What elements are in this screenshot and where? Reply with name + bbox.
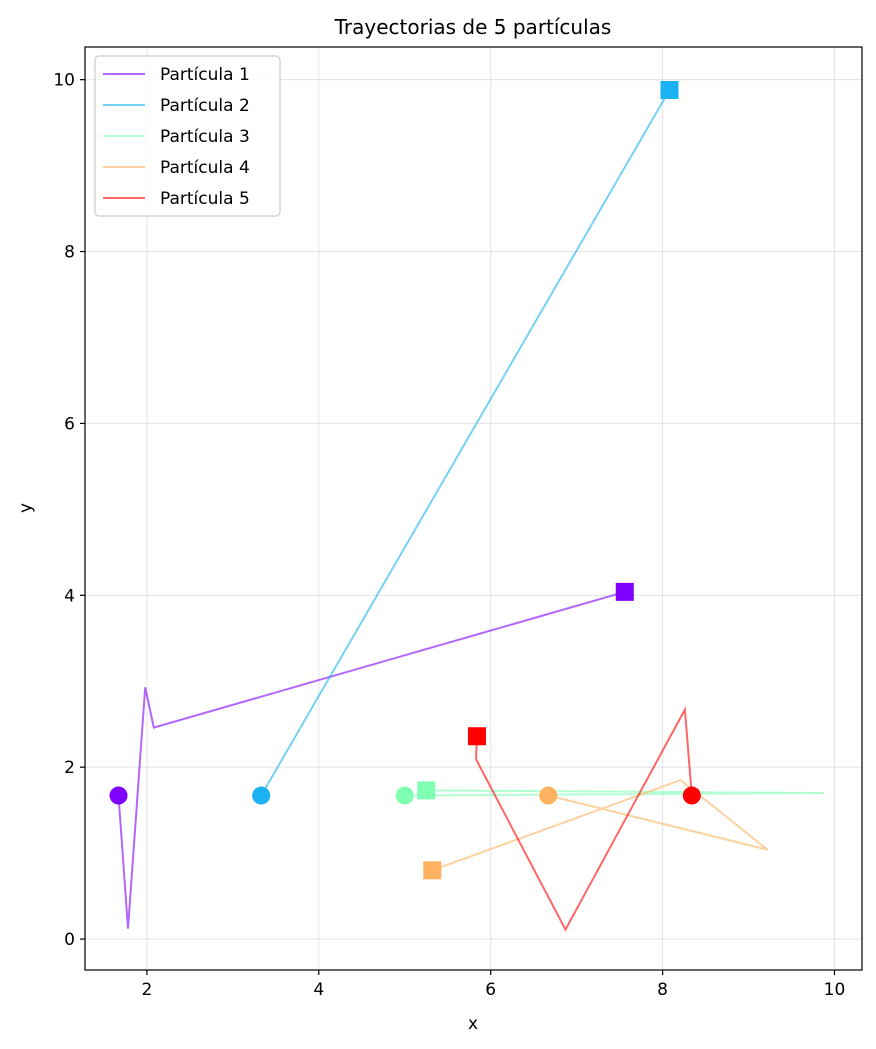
start-marker-3 <box>395 786 414 805</box>
x-tick-label: 10 <box>824 980 846 1000</box>
chart-title: Trayectorias de 5 partículas <box>334 15 612 39</box>
x-axis-label: x <box>468 1014 478 1034</box>
y-axis: 0 2 4 6 8 10 <box>53 71 85 950</box>
legend-label-2: Partícula 2 <box>160 96 250 116</box>
legend-label-4: Partícula 4 <box>160 158 250 178</box>
start-marker-5 <box>682 786 701 805</box>
end-marker-4 <box>423 861 442 880</box>
legend-box <box>94 55 281 217</box>
series-line-1 <box>117 590 626 929</box>
end-marker-2 <box>660 80 679 99</box>
y-tick-label: 8 <box>64 243 75 263</box>
series-markers <box>109 80 701 880</box>
y-tick-label: 10 <box>53 71 75 91</box>
legend-label-5: Partícula 5 <box>160 189 250 209</box>
legend: Partícula 1 Partícula 2 Partícula 3 Partícu… <box>94 55 281 217</box>
start-marker-2 <box>252 786 271 805</box>
end-marker-1 <box>615 582 634 601</box>
y-tick-label: 0 <box>64 930 75 950</box>
series-line-3 <box>404 789 825 797</box>
y-tick-label: 6 <box>64 414 75 434</box>
legend-label-1: Partícula 1 <box>160 65 250 85</box>
x-axis: 2 4 6 8 10 <box>141 970 845 1000</box>
x-tick-label: 4 <box>313 980 324 1000</box>
series-line-5 <box>475 706 693 932</box>
y-tick-label: 4 <box>64 586 75 606</box>
start-marker-4 <box>539 786 558 805</box>
x-tick-label: 8 <box>657 980 668 1000</box>
x-tick-label: 2 <box>141 980 152 1000</box>
y-axis-label: y <box>16 503 36 513</box>
plot-frame <box>84 46 863 971</box>
end-marker-5 <box>467 727 486 746</box>
series-line-2 <box>260 89 671 797</box>
end-marker-3 <box>417 781 436 800</box>
start-marker-1 <box>109 786 128 805</box>
legend-label-3: Partícula 3 <box>160 127 250 147</box>
y-tick-label: 2 <box>64 758 75 778</box>
x-tick-label: 6 <box>485 980 496 1000</box>
series-line-4 <box>431 778 769 872</box>
